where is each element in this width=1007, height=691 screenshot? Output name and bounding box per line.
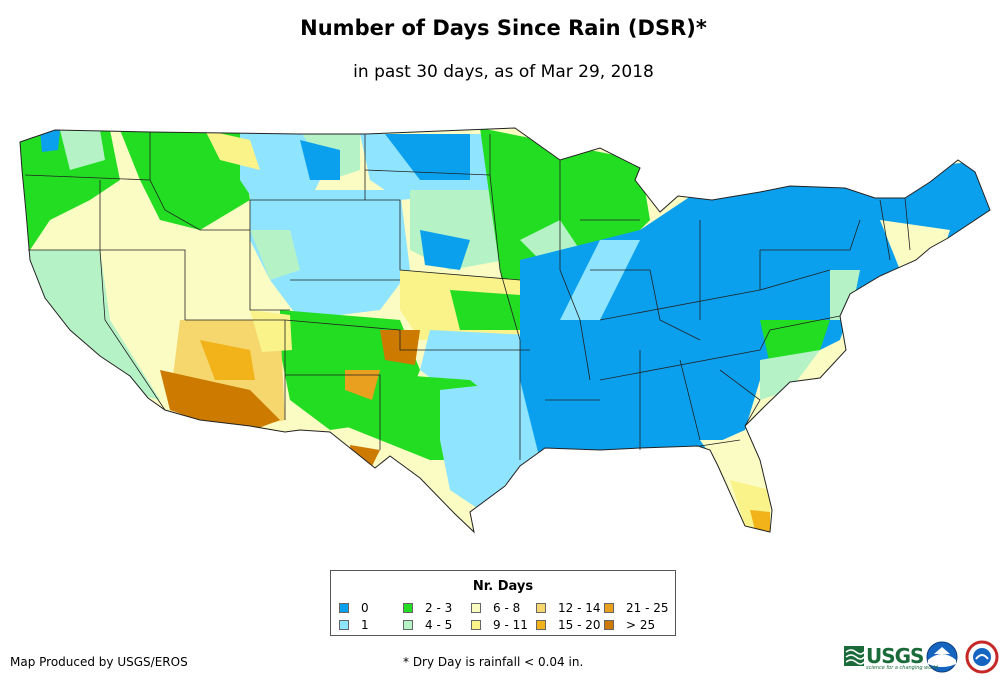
state-borders bbox=[24, 132, 911, 460]
legend-item: 0 bbox=[339, 601, 369, 615]
legend-item: 15 - 20 bbox=[536, 618, 601, 632]
legend-swatch bbox=[471, 620, 481, 630]
legend-label: 15 - 20 bbox=[558, 618, 601, 632]
legend-swatch bbox=[471, 603, 481, 613]
agency-logos bbox=[844, 640, 999, 674]
map-regions bbox=[20, 128, 990, 532]
noaa-logo-icon bbox=[926, 641, 958, 673]
map-subtitle: in past 30 days, as of Mar 29, 2018 bbox=[353, 62, 654, 82]
legend-swatch bbox=[339, 620, 349, 630]
legend-item: 4 - 5 bbox=[403, 618, 452, 632]
legend-label: 12 - 14 bbox=[558, 601, 601, 615]
legend-label: 21 - 25 bbox=[626, 601, 669, 615]
legend-swatch bbox=[604, 603, 614, 613]
legend-item: 12 - 14 bbox=[536, 601, 601, 615]
legend-item: > 25 bbox=[604, 618, 655, 632]
nws-logo-icon bbox=[965, 640, 999, 674]
legend-label: 6 - 8 bbox=[493, 601, 521, 615]
legend-label: 9 - 11 bbox=[493, 618, 528, 632]
legend-swatch bbox=[339, 603, 349, 613]
usgs-logo-icon bbox=[844, 646, 865, 666]
legend-swatch bbox=[536, 603, 546, 613]
usgs-tagline: science for a changing world bbox=[866, 665, 938, 671]
legend-swatch bbox=[403, 603, 413, 613]
legend-item: 9 - 11 bbox=[471, 618, 528, 632]
legend-label: 4 - 5 bbox=[425, 618, 453, 632]
legend-swatch bbox=[604, 620, 614, 630]
legend-item: 6 - 8 bbox=[471, 601, 520, 615]
legend-title: Nr. Days bbox=[472, 579, 534, 594]
legend-label: 0 bbox=[361, 601, 369, 615]
us-dsr-map bbox=[19, 127, 991, 534]
legend-item: 2 - 3 bbox=[403, 601, 452, 615]
legend-swatch bbox=[536, 620, 546, 630]
legend-label: 1 bbox=[361, 618, 369, 632]
legend: Nr. Days 0 1 2 - 3 4 - 5 6 - 8 9 - 11 12… bbox=[330, 570, 676, 636]
usgs-wordmark: USGS bbox=[866, 644, 924, 668]
dry-day-note: * Dry Day is rainfall < 0.04 in. bbox=[403, 655, 584, 669]
legend-label: > 25 bbox=[626, 618, 656, 632]
map-title: Number of Days Since Rain (DSR)* bbox=[300, 16, 707, 40]
producer-credit: Map Produced by USGS/EROS bbox=[10, 655, 188, 669]
legend-swatch bbox=[403, 620, 413, 630]
legend-item: 1 bbox=[339, 618, 369, 632]
legend-item: 21 - 25 bbox=[604, 601, 669, 615]
legend-label: 2 - 3 bbox=[425, 601, 453, 615]
us-outline bbox=[19, 127, 991, 534]
